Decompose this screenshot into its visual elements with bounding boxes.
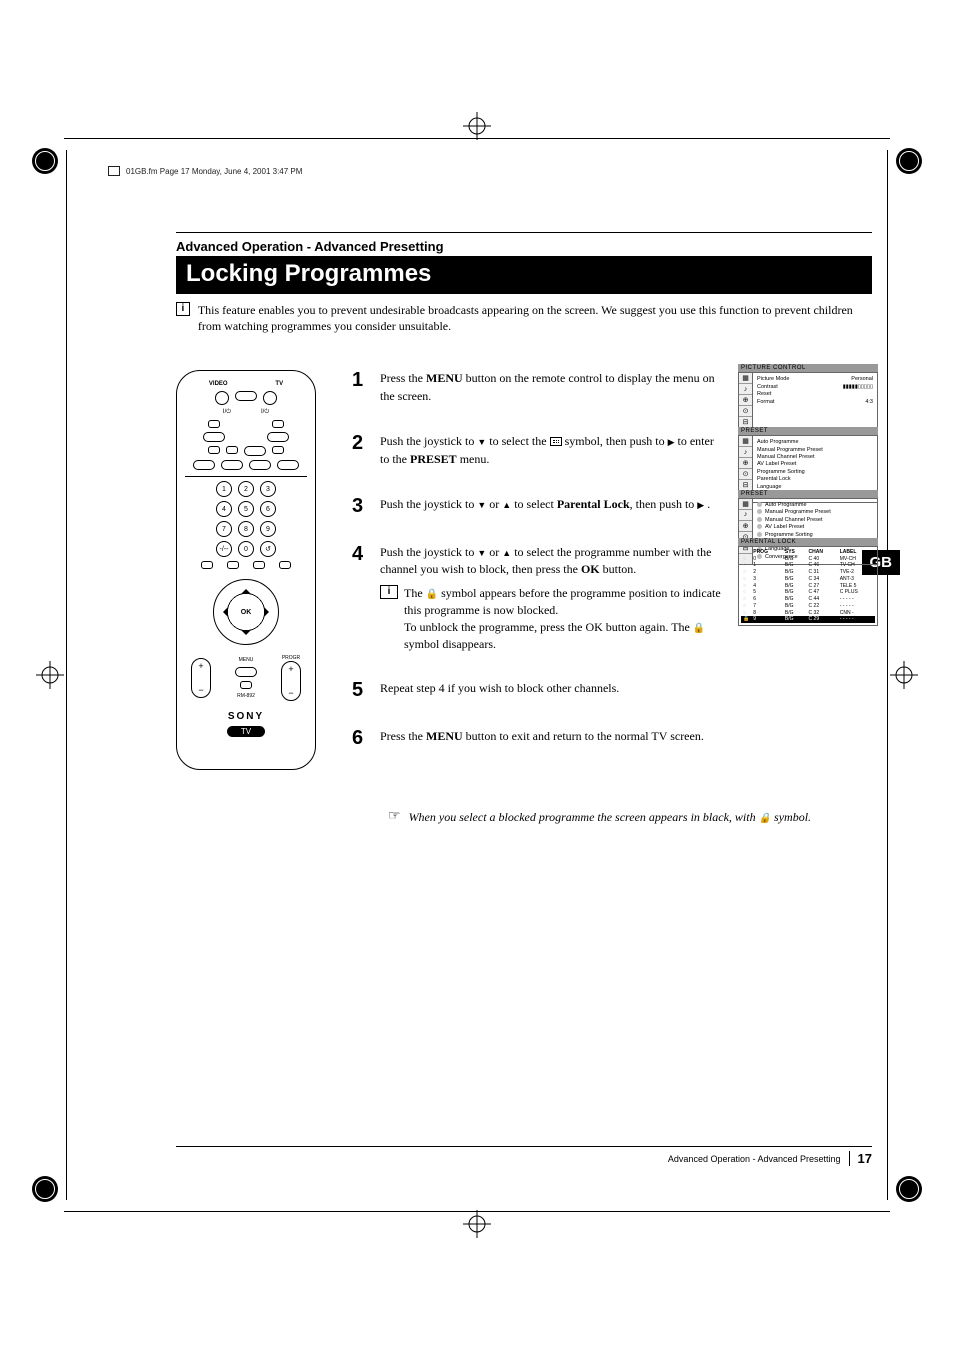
step-5: 5 Repeat step 4 if you wish to block oth… xyxy=(352,680,872,700)
step-number: 5 xyxy=(352,680,370,700)
registration-mark xyxy=(463,112,491,140)
section-eyebrow: Advanced Operation - Advanced Presetting xyxy=(176,239,872,254)
step-2: 2 Push the joystick to to select the sym… xyxy=(352,433,872,468)
step-4: 4 Push the joystick to or to select the … xyxy=(352,544,872,652)
osd-picture-control: PICTURE CONTROL ▦♪⊕⊙⊟ Picture ModePerson… xyxy=(738,364,878,430)
book-icon xyxy=(108,166,120,176)
down-icon xyxy=(477,433,486,450)
rule xyxy=(176,232,872,233)
step-number: 3 xyxy=(352,496,370,516)
lock-icon xyxy=(693,619,705,636)
steps: 1 Press the MENU button on the remote co… xyxy=(352,370,872,825)
down-icon xyxy=(477,544,486,561)
step-6: 6 Press the MENU button to exit and retu… xyxy=(352,728,872,748)
intro-text: This feature enables you to prevent unde… xyxy=(198,302,872,334)
progr-rocker: +− xyxy=(281,661,301,701)
crop-line xyxy=(887,150,888,1200)
registration-mark xyxy=(36,661,64,689)
remote-illustration: VIDEO TV I/⏻I/⏻ 123 456 789 -/--0↺ xyxy=(176,370,336,825)
corner-dot xyxy=(32,148,58,174)
up-icon xyxy=(502,496,511,513)
step-1: 1 Press the MENU button on the remote co… xyxy=(352,370,872,405)
menu-label: MENU xyxy=(239,657,254,663)
keypad-8: 8 xyxy=(238,521,254,537)
right-icon xyxy=(668,433,675,450)
corner-dot xyxy=(896,148,922,174)
joystick xyxy=(213,579,279,645)
keypad-4: 4 xyxy=(216,501,232,517)
page-content: Advanced Operation - Advanced Presetting… xyxy=(176,230,872,1190)
keypad-jump: ↺ xyxy=(260,541,276,557)
registration-mark xyxy=(463,1210,491,1238)
keypad-9: 9 xyxy=(260,521,276,537)
page-footer: Advanced Operation - Advanced Presetting… xyxy=(176,1146,872,1166)
info-icon: i xyxy=(176,302,190,316)
page-title: Locking Programmes xyxy=(176,256,872,294)
up-icon xyxy=(502,544,511,561)
lock-icon xyxy=(426,585,438,602)
keypad-1: 1 xyxy=(216,481,232,497)
label-tv: TV xyxy=(275,381,283,387)
preset-icon xyxy=(550,437,562,446)
keypad-6: 6 xyxy=(260,501,276,517)
keypad-2: 2 xyxy=(238,481,254,497)
step-number: 6 xyxy=(352,728,370,748)
page-number: 17 xyxy=(849,1151,872,1166)
reminder-note: ☞ When you select a blocked programme th… xyxy=(388,810,872,825)
sony-logo: SONY xyxy=(228,711,264,722)
corner-dot xyxy=(896,1176,922,1202)
tv-badge: TV xyxy=(227,726,265,737)
keypad-0: 0 xyxy=(238,541,254,557)
osd-parental-lock: PARENTAL LOCK PROGSYSCHANLABEL○0B/GC 40M… xyxy=(738,538,878,626)
registration-mark xyxy=(890,661,918,689)
hand-icon: ☞ xyxy=(388,810,401,824)
step-3: 3 Push the joystick to or to select Pare… xyxy=(352,496,872,516)
header-path-text: 01GB.fm Page 17 Monday, June 4, 2001 3:4… xyxy=(126,167,302,176)
mute-button xyxy=(240,681,252,689)
down-icon xyxy=(477,496,486,513)
footer-text: Advanced Operation - Advanced Presetting xyxy=(668,1154,841,1164)
header-path: 01GB.fm Page 17 Monday, June 4, 2001 3:4… xyxy=(108,166,302,176)
keypad-dash: -/-- xyxy=(216,541,232,557)
step-number: 1 xyxy=(352,370,370,390)
keypad-5: 5 xyxy=(238,501,254,517)
step-number: 2 xyxy=(352,433,370,453)
step-number: 4 xyxy=(352,544,370,564)
label-video: VIDEO xyxy=(209,381,228,387)
menu-button xyxy=(235,667,257,677)
keypad-3: 3 xyxy=(260,481,276,497)
info-icon: i xyxy=(380,585,398,599)
crop-line xyxy=(66,150,67,1200)
model-label: RM-892 xyxy=(237,693,255,699)
lock-icon xyxy=(759,810,771,824)
corner-dot xyxy=(32,1176,58,1202)
volume-rocker: +− xyxy=(191,658,211,698)
keypad-7: 7 xyxy=(216,521,232,537)
